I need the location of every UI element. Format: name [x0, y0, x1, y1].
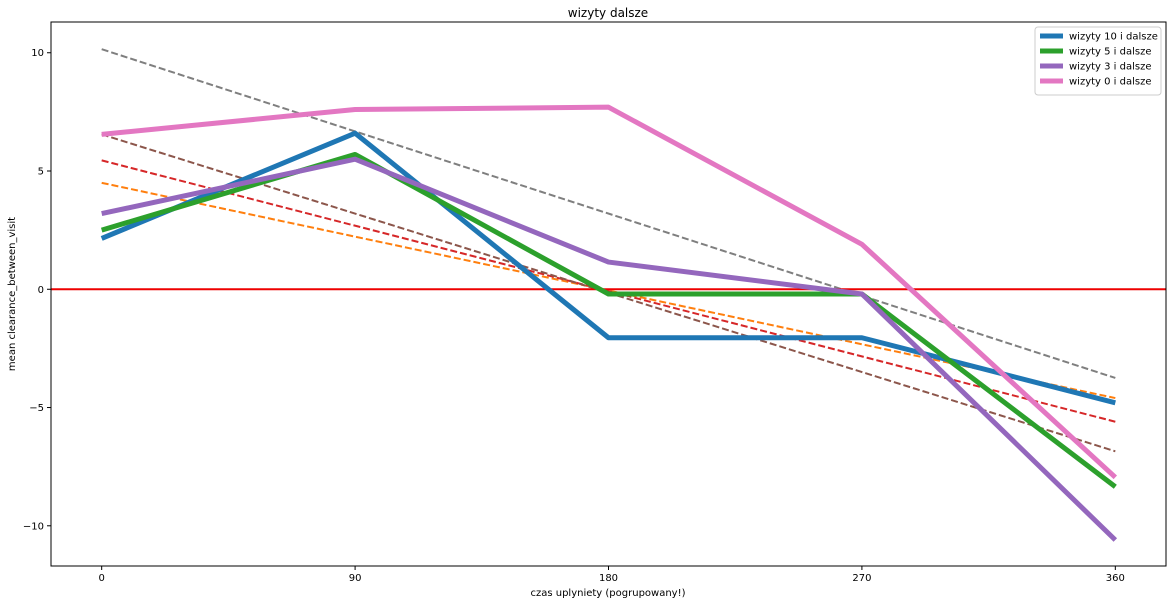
legend-label-2: wizyty 3 i dalsze	[1069, 62, 1152, 73]
y-tick-label: −10	[23, 521, 44, 532]
x-tick-label: 0	[98, 573, 104, 584]
series-line-2	[101, 156, 1118, 542]
series-line-1	[100, 151, 1117, 489]
plot-area	[51, 48, 1166, 542]
legend-box	[1034, 26, 1162, 96]
y-tick-label: −5	[29, 403, 44, 414]
chart-title: wizyty dalsze	[568, 6, 648, 20]
legend-label-0: wizyty 10 i dalsze	[1069, 32, 1158, 43]
series-line-3	[101, 104, 1118, 480]
x-tick-label: 360	[1106, 573, 1125, 584]
y-tick-label: 10	[31, 48, 44, 59]
y-axis: −10 −5 0 5 10	[23, 48, 51, 532]
x-tick-label: 270	[852, 573, 871, 584]
legend-label-3: wizyty 0 i dalsze	[1069, 77, 1152, 88]
legend: wizyty 10 i dalsze wizyty 5 i dalsze wizyt…	[1034, 26, 1162, 96]
y-tick-label: 0	[38, 285, 44, 296]
series-line-0	[100, 130, 1116, 406]
x-tick-label: 180	[599, 573, 618, 584]
x-axis: 0 90 180 270 360	[98, 566, 1125, 584]
y-tick-label: 5	[38, 167, 44, 178]
y-axis-title: mean clearance_between_visit	[7, 217, 18, 371]
trend-line-3	[101, 48, 1116, 379]
trend-line-0	[101, 181, 1116, 400]
legend-label-1: wizyty 5 i dalsze	[1069, 47, 1152, 58]
x-tick-label: 90	[349, 573, 362, 584]
x-axis-title: czas uplyniety (pogrupowany!)	[530, 588, 685, 599]
trend-line-1	[101, 159, 1116, 423]
